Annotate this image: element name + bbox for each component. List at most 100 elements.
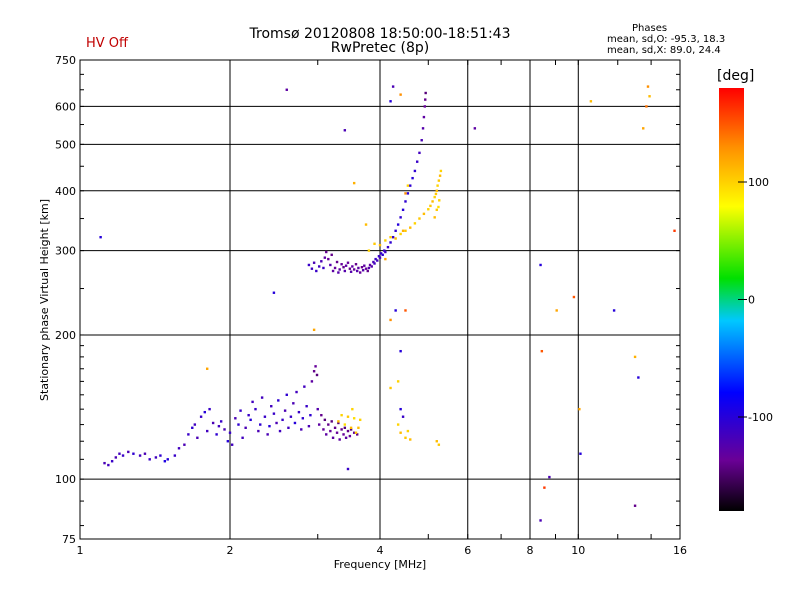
data-point-o (293, 421, 297, 425)
data-point-o (327, 257, 330, 261)
data-point-o (409, 184, 412, 187)
data-point-o (247, 413, 250, 417)
data-point-o (166, 458, 169, 461)
data-point-o (349, 270, 353, 273)
x-tick-label: 16 (673, 544, 687, 557)
data-point-o (177, 447, 181, 450)
data-point-o (143, 452, 147, 455)
x-tick-labels: 1 2 4 6 8 10 16 (77, 544, 688, 557)
data-point-o (244, 426, 247, 430)
data-point-x (427, 208, 430, 211)
data-point-o (389, 100, 392, 103)
data-point-o (340, 428, 343, 431)
data-point-o (234, 417, 237, 420)
data-point-o (633, 504, 637, 507)
data-point-o (473, 127, 477, 130)
data-point-o (278, 429, 282, 433)
data-point-o (259, 423, 262, 426)
data-point-x (384, 239, 387, 242)
data-point-o (163, 460, 167, 463)
data-points (99, 85, 676, 522)
data-point-o (372, 260, 375, 264)
data-point-o (338, 438, 341, 441)
data-point-o (281, 418, 284, 422)
data-point-o (241, 436, 244, 439)
data-point-o (327, 423, 330, 426)
data-point-x (433, 195, 436, 199)
data-point-o (297, 410, 301, 414)
data-point-o (355, 269, 359, 273)
data-point-o (317, 265, 321, 268)
colorbar-ticks: 100 0 -100 (738, 176, 773, 424)
data-point-o (330, 253, 333, 257)
data-point-x (378, 243, 382, 247)
data-point-x (413, 222, 417, 225)
x-tick-label: 4 (377, 544, 384, 557)
data-point-x (436, 184, 439, 187)
data-point-o (340, 263, 343, 266)
y-tick-label: 600 (55, 100, 76, 113)
data-point-x (396, 380, 400, 383)
data-point-o (418, 151, 421, 155)
data-point-x (540, 349, 544, 353)
hv-status-label: HV Off (86, 36, 128, 51)
data-point-o (331, 436, 335, 439)
data-point-o (187, 433, 190, 436)
data-point-o (352, 268, 356, 271)
data-point-x (543, 486, 546, 489)
data-point-o (307, 263, 311, 267)
data-point-o (320, 413, 323, 417)
data-point-o (322, 428, 325, 431)
axis-ticks (79, 59, 681, 539)
data-point-o (287, 426, 290, 430)
data-point-o (251, 400, 254, 404)
data-point-o (268, 424, 271, 428)
data-point-o (330, 420, 333, 423)
data-point-o (342, 433, 345, 436)
data-point-o (138, 454, 142, 457)
data-point-o (272, 412, 276, 415)
data-point-x (354, 431, 358, 434)
data-point-o (335, 431, 339, 434)
data-point-x (642, 127, 645, 130)
data-point-x (389, 235, 392, 239)
data-point-o (193, 423, 197, 426)
y-tick-label: 75 (62, 533, 76, 546)
data-point-o (421, 127, 425, 130)
data-point-o (579, 452, 582, 455)
data-point-o (118, 452, 121, 455)
data-point-o (283, 409, 287, 412)
data-point-o (333, 266, 337, 270)
data-point-o (539, 263, 542, 267)
data-point-x (435, 189, 438, 192)
data-point-o (285, 88, 288, 91)
data-point-x (646, 85, 650, 88)
data-point-x (337, 420, 340, 423)
data-point-o (315, 373, 319, 377)
data-point-x (409, 226, 412, 229)
data-point-x (404, 309, 407, 312)
data-point-o (363, 264, 366, 267)
data-point-o (228, 431, 232, 434)
data-point-o (325, 250, 328, 254)
data-point-o (277, 399, 280, 402)
data-point-o (329, 263, 332, 267)
data-point-o (270, 405, 273, 408)
data-point-x (438, 199, 441, 202)
data-point-o (289, 415, 293, 418)
data-point-x (433, 216, 436, 219)
data-point-o (317, 423, 321, 426)
data-point-o (275, 421, 278, 425)
data-point-o (539, 519, 542, 522)
data-point-x (396, 423, 400, 426)
chart-subtitle: RwPretec (8p) (330, 40, 430, 56)
data-point-o (343, 129, 347, 132)
data-point-o (399, 407, 402, 411)
data-point-o (301, 417, 305, 420)
data-point-x (429, 204, 432, 208)
data-point-o (323, 256, 327, 259)
data-point-o (239, 409, 242, 412)
data-point-o (303, 385, 306, 388)
data-point-x (406, 184, 410, 187)
